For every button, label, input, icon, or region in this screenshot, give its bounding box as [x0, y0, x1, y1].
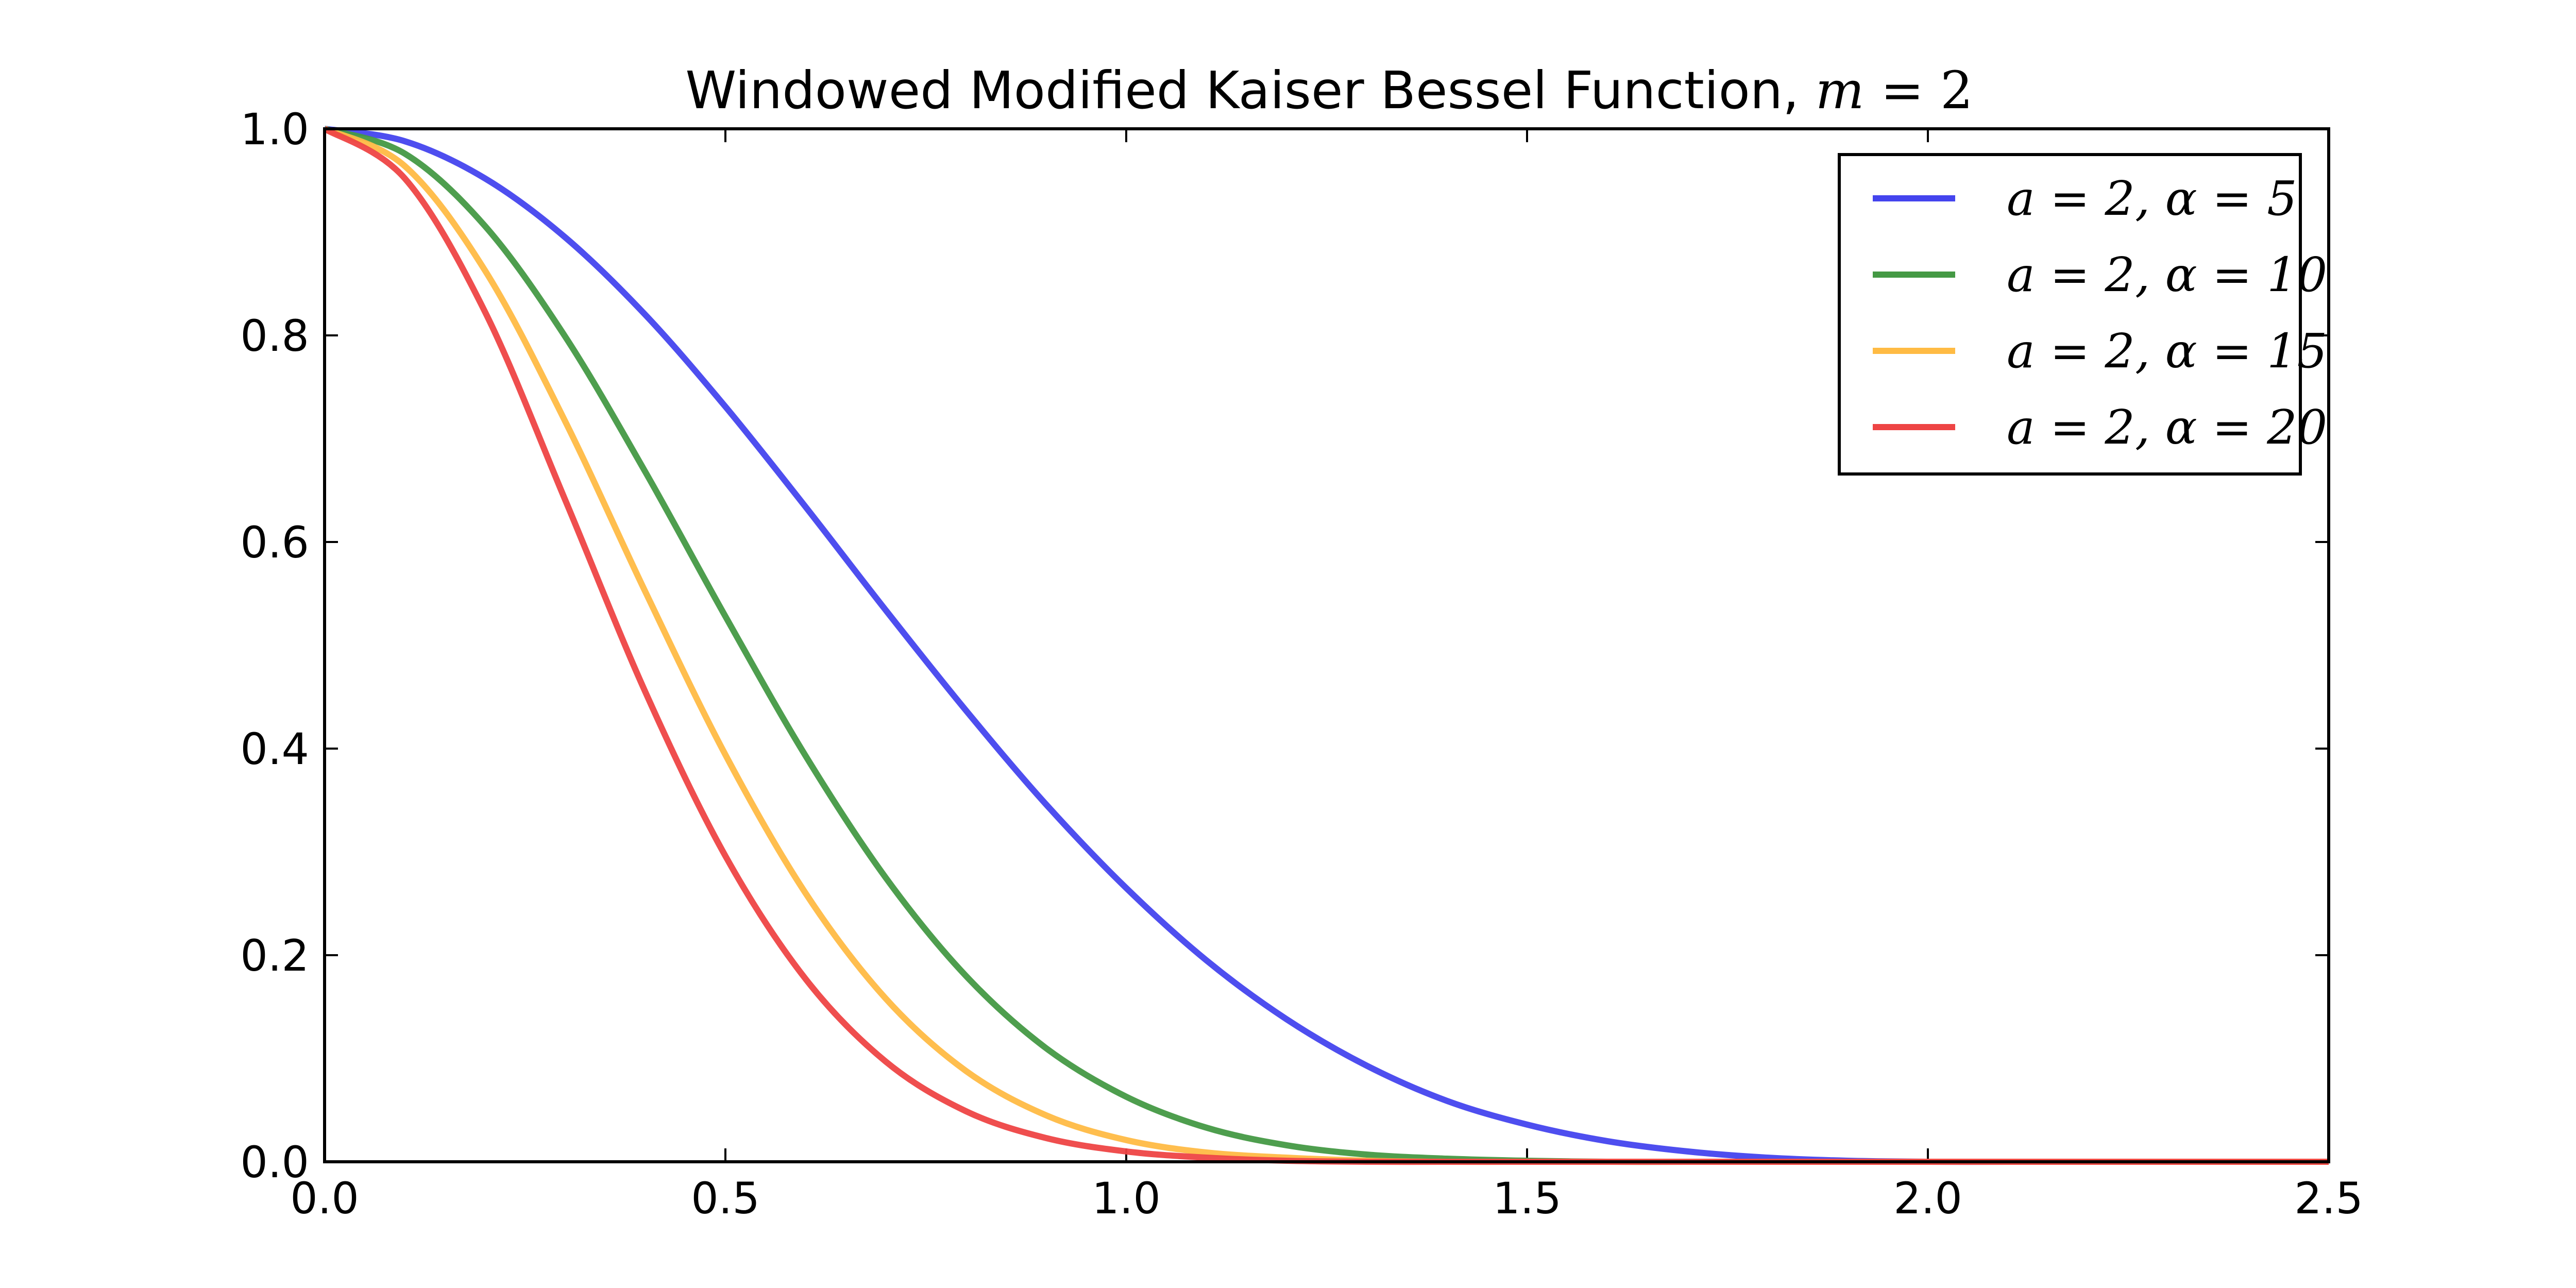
chart-title-math-eq: =	[1865, 60, 1940, 121]
y-tick-label: 0.8	[240, 311, 309, 361]
axis-tick-labels: 0.0 0.5 1.0 1.5 2.0 2.5 0.0 0.2 0.4 0.6 0.8 1.0	[240, 104, 2363, 1224]
x-tick-label: 2.5	[2294, 1173, 2363, 1224]
x-tick-label: 0.5	[691, 1173, 760, 1224]
chart-title-math-var: m	[1816, 60, 1865, 121]
x-tick-label: 2.0	[1893, 1173, 1962, 1224]
y-tick-label: 1.0	[240, 104, 309, 155]
legend: a = 2, α = 5 a = 2, α = 10 a = 2, α = 15 a …	[1838, 153, 2327, 476]
legend-frame	[1838, 153, 2302, 476]
chart-title: Windowed Modified Kaiser Bessel Function…	[685, 60, 1973, 121]
plot-frame	[323, 127, 2330, 1163]
y-tick-label: 0.4	[240, 724, 309, 774]
chart-title-text: Windowed Modified Kaiser Bessel Function…	[685, 60, 1815, 121]
x-tick-label: 1.5	[1493, 1173, 1562, 1224]
legend-label-alpha-10: a = 2, α = 10	[2007, 247, 2327, 302]
y-tick-label: 0.2	[240, 930, 309, 981]
chart-title-math-val: 2	[1940, 60, 1973, 121]
y-tick-label: 0.0	[240, 1137, 309, 1188]
legend-label-alpha-15: a = 2, α = 15	[2007, 324, 2327, 379]
legend-label-alpha-20: a = 2, α = 20	[2007, 400, 2327, 455]
legend-label-alpha-5: a = 2, α = 5	[2007, 171, 2297, 226]
y-tick-label: 0.6	[240, 517, 309, 568]
x-tick-label: 0.0	[290, 1173, 359, 1224]
x-tick-label: 1.0	[1092, 1173, 1161, 1224]
